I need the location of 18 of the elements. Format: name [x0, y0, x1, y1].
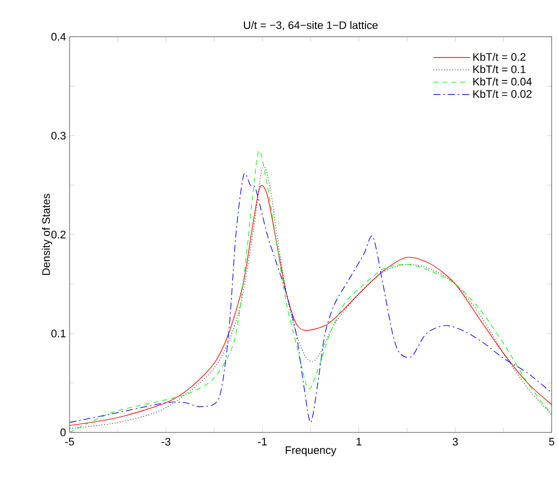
- y-tick-label: 0.1: [51, 330, 66, 338]
- legend-label: KbT/t = 0.02: [473, 90, 532, 98]
- legend-label: KbT/t = 0.1: [473, 65, 526, 74]
- y-axis-title: Density of States: [42, 194, 52, 275]
- x-tick-label: 5: [549, 438, 554, 446]
- x-tick-label: -5: [65, 438, 74, 446]
- x-tick-label: 3: [452, 438, 458, 446]
- x-tick-label: 1: [356, 438, 362, 446]
- y-tick-label: 0.2: [51, 230, 66, 238]
- legend-label: KbT/t = 0.2: [473, 52, 526, 61]
- legend-label: KbT/t = 0.04: [473, 77, 532, 86]
- chart-title: U/t = −3, 64−site 1−D lattice: [244, 21, 378, 30]
- x-tick-label: -1: [258, 438, 267, 446]
- y-tick-label: 0: [60, 428, 66, 436]
- x-axis-title: Frequency: [286, 446, 336, 456]
- x-tick-label: -3: [162, 438, 170, 446]
- y-tick-label: 0.3: [51, 132, 66, 140]
- y-tick-label: 0.4: [51, 32, 66, 41]
